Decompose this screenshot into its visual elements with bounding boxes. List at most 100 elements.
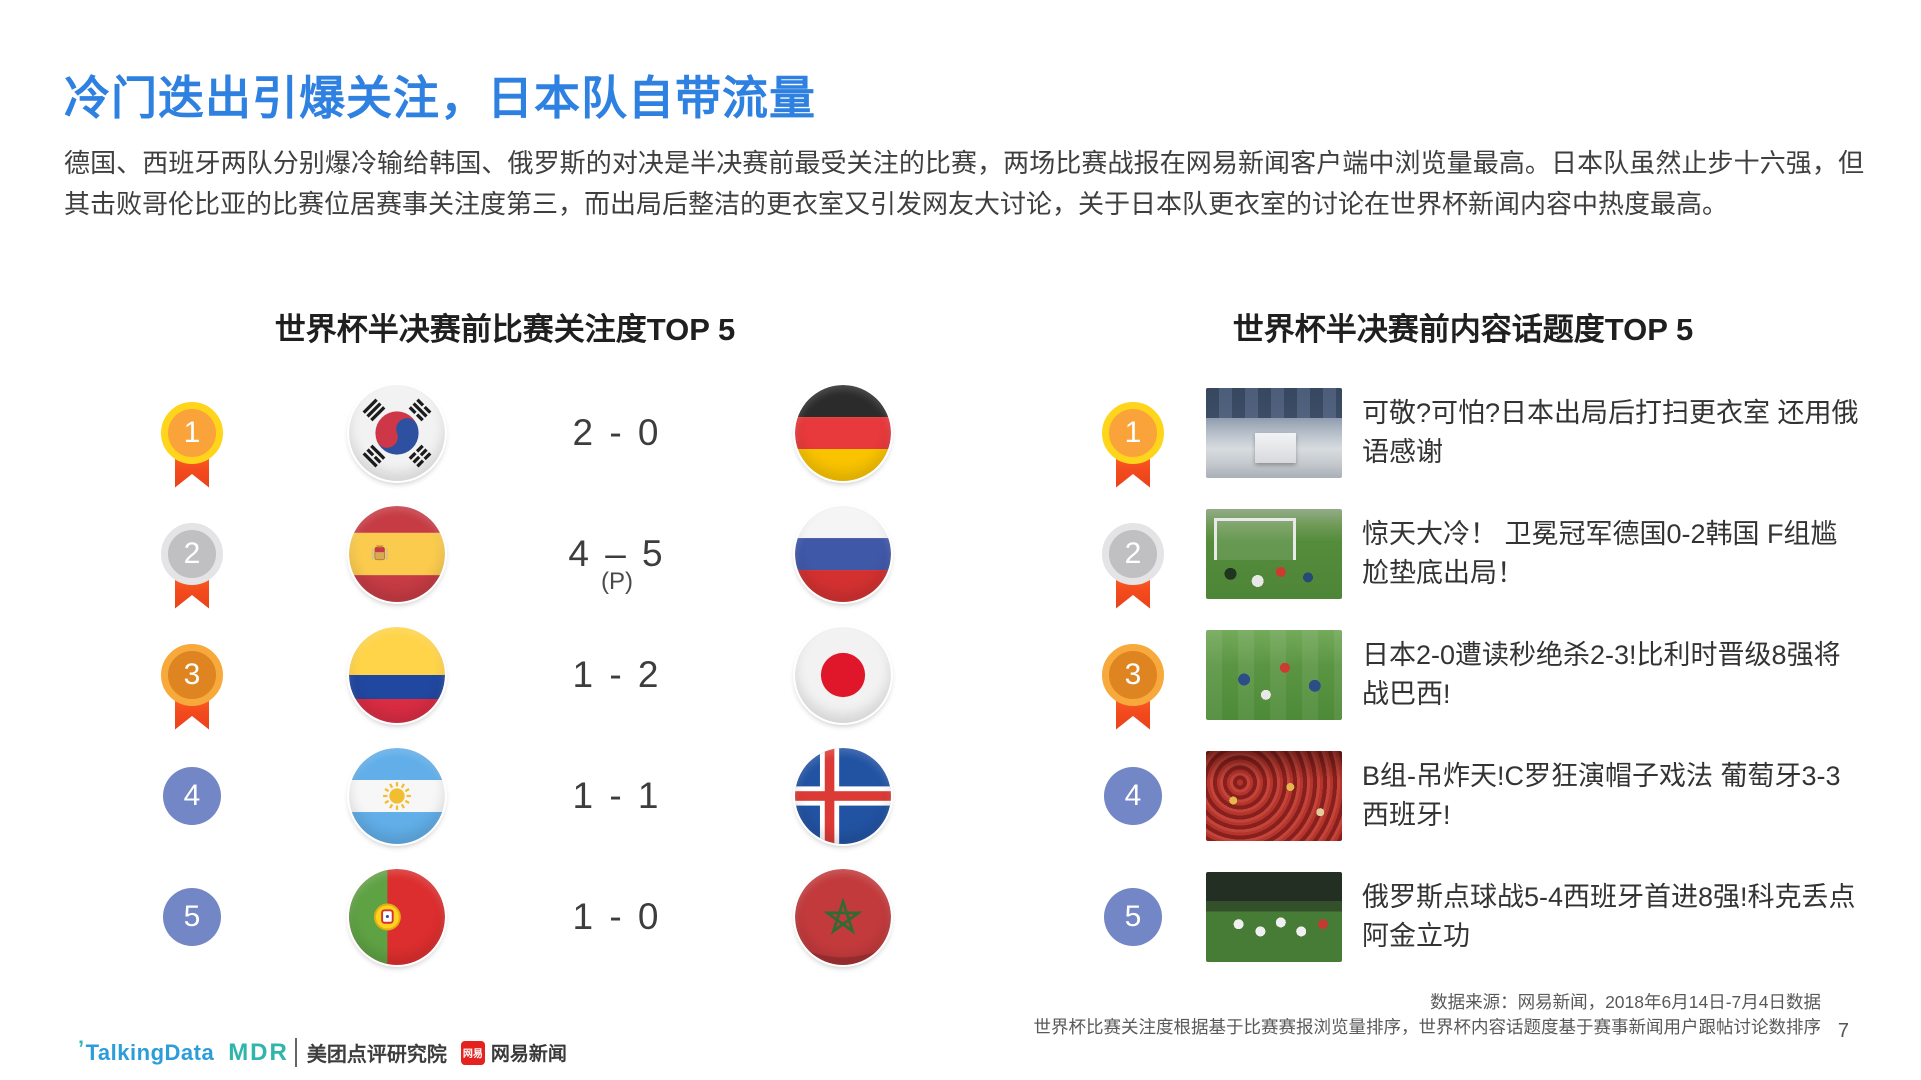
match-score: 1 - 2	[572, 653, 662, 695]
japan-flag-icon	[795, 626, 891, 723]
source-line-1: 数据来源：网易新闻，2018年6月14日-7月4日数据	[1430, 992, 1821, 1012]
talkingdata-logo: TalkingData	[78, 1040, 214, 1066]
rank-5-medal-badge: 5	[1102, 886, 1164, 948]
colombia-flag-icon	[349, 626, 445, 723]
match-score-cell: 1 - 1	[540, 735, 694, 856]
flag-cell	[694, 384, 992, 481]
netease-news-logo: 网易 网易新闻	[460, 1039, 567, 1066]
morocco-flag-icon	[795, 868, 891, 965]
flag-cell	[694, 505, 992, 602]
match-row: 4 1 - 1	[130, 735, 992, 856]
news-title: 日本2-0遭读秒绝杀2-3!比利时晋级8强将战巴西!	[1362, 639, 1841, 709]
match-score: 2 - 0	[572, 411, 662, 453]
netease-news-label: 网易新闻	[490, 1044, 567, 1065]
rank-badge-cell: 2	[130, 522, 254, 609]
flag-cell	[254, 626, 540, 723]
portugal-flag-icon	[349, 868, 445, 965]
match-score-cell: 2 - 0	[540, 372, 694, 493]
netease-badge-icon: 网易	[460, 1040, 485, 1065]
news-photo-cell	[1198, 629, 1350, 720]
flag-cell	[694, 626, 992, 723]
topic-panel-heading: 世界杯半决赛前内容话题度TOP 5	[1232, 312, 1694, 347]
topic-ranking-list: 1 可敬?可怕?日本出局后打扫更衣室 还用俄语感谢 2 惊天大冷！ 卫冕冠军德国0-2…	[1068, 372, 1868, 977]
summary-paragraph: 德国、西班牙两队分别爆冷输给韩国、俄罗斯的对决是半决赛前最受关注的比赛，两场比赛…	[64, 148, 1864, 219]
match-row: 2 4 – 5 (P)	[130, 493, 992, 614]
flag-cell	[254, 868, 540, 965]
japan-belgium-pitch-photo	[1206, 629, 1342, 720]
match-row: 5 1 - 0	[130, 856, 992, 977]
match-score: 4 – 5	[568, 532, 666, 574]
iceland-flag-icon	[795, 747, 891, 844]
japan-locker-room-photo	[1206, 387, 1342, 478]
rank-number: 3	[161, 643, 223, 706]
data-source-note: 数据来源：网易新闻，2018年6月14日-7月4日数据 世界杯比赛关注度根据基于…	[1034, 990, 1822, 1040]
news-photo-cell	[1198, 871, 1350, 962]
source-line-2: 世界杯比赛关注度根据基于比赛赛报浏览量排序，世界杯内容话题度基于赛事新闻用户跟帖…	[1033, 1017, 1822, 1037]
germany-flag-icon	[795, 384, 891, 481]
flag-cell	[254, 384, 540, 481]
news-photo-cell	[1198, 750, 1350, 841]
flag-cell	[254, 505, 540, 602]
flag-cell	[254, 747, 540, 844]
rank-4-medal-badge: 4	[1102, 765, 1164, 827]
russia-spain-players-photo	[1206, 871, 1342, 962]
rank-3-medal-badge: 3	[161, 643, 223, 730]
match-row: 1 2 - 0	[130, 372, 992, 493]
rank-badge-cell: 1	[1068, 401, 1198, 488]
news-photo-cell	[1198, 387, 1350, 478]
rank-badge-cell: 2	[1068, 522, 1198, 609]
topic-row: 3 日本2-0遭读秒绝杀2-3!比利时晋级8强将战巴西!	[1068, 614, 1868, 735]
rank-badge-cell: 1	[130, 401, 254, 488]
rank-number: 2	[1102, 522, 1164, 585]
flag-cell	[694, 868, 992, 965]
argentina-flag-icon	[349, 747, 445, 844]
rank-badge-cell: 3	[130, 643, 254, 730]
match-score: 1 - 1	[572, 774, 662, 816]
match-score-cell: 1 - 2	[540, 614, 694, 735]
south-korea-flag-icon	[349, 384, 445, 481]
news-title: 俄罗斯点球战5-4西班牙首进8强!科克丢点阿金立功	[1362, 881, 1856, 951]
germany-korea-goal-photo	[1206, 508, 1342, 599]
mdr-logo: MDR	[228, 1038, 289, 1066]
topic-row: 2 惊天大冷！ 卫冕冠军德国0-2韩国 F组尴尬垫底出局！	[1068, 493, 1868, 614]
page-title: 冷门迭出引爆关注，日本队自带流量	[64, 72, 816, 124]
match-score-cell: 4 – 5 (P)	[540, 493, 694, 614]
rank-number: 5	[1104, 887, 1162, 946]
rank-badge-cell: 5	[130, 886, 254, 948]
footer-logos: TalkingData MDR 美团点评研究院 网易 网易新闻	[78, 1038, 567, 1067]
page-number: 7	[1837, 1020, 1849, 1042]
rank-1-medal-badge: 1	[1102, 401, 1164, 488]
russia-flag-icon	[795, 505, 891, 602]
rank-number: 1	[1102, 401, 1164, 464]
topic-row: 1 可敬?可怕?日本出局后打扫更衣室 还用俄语感谢	[1068, 372, 1868, 493]
rank-badge-cell: 4	[1068, 765, 1198, 827]
news-title: B组-吊炸天!C罗狂演帽子戏法 葡萄牙3-3西班牙!	[1362, 760, 1841, 830]
rank-2-medal-badge: 2	[161, 522, 223, 609]
rank-badge-cell: 4	[130, 765, 254, 827]
topic-row: 4 B组-吊炸天!C罗狂演帽子戏法 葡萄牙3-3西班牙!	[1068, 735, 1868, 856]
match-score: 1 - 0	[572, 895, 662, 937]
topic-row: 5 俄罗斯点球战5-4西班牙首进8强!科克丢点阿金立功	[1068, 856, 1868, 977]
penalty-note: (P)	[601, 568, 633, 596]
flag-cell	[694, 747, 992, 844]
rank-2-medal-badge: 2	[1102, 522, 1164, 609]
spain-flag-icon	[349, 505, 445, 602]
rank-number: 5	[163, 887, 221, 946]
news-title: 可敬?可怕?日本出局后打扫更衣室 还用俄语感谢	[1362, 397, 1859, 467]
rank-3-medal-badge: 3	[1102, 643, 1164, 730]
match-score-cell: 1 - 0	[540, 856, 694, 977]
rank-5-medal-badge: 5	[161, 886, 223, 948]
rank-number: 2	[161, 522, 223, 585]
portugal-spain-fans-photo	[1206, 750, 1342, 841]
rank-badge-cell: 5	[1068, 886, 1198, 948]
rank-number: 1	[161, 401, 223, 464]
meituan-research-logo: 美团点评研究院	[294, 1038, 447, 1067]
news-photo-cell	[1198, 508, 1350, 599]
rank-4-medal-badge: 4	[161, 765, 223, 827]
rank-badge-cell: 3	[1068, 643, 1198, 730]
rank-number: 4	[1104, 766, 1162, 825]
rank-number: 4	[163, 766, 221, 825]
match-panel-heading: 世界杯半决赛前比赛关注度TOP 5	[274, 312, 736, 347]
